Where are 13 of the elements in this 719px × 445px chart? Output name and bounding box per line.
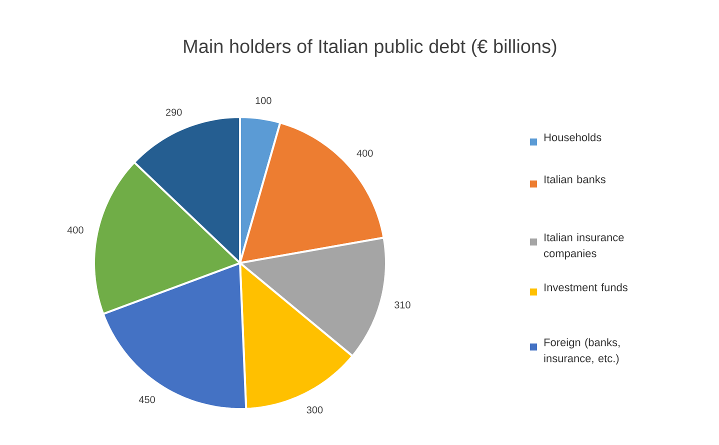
legend-label: Households [544, 133, 602, 142]
chart-title: Main holders of Italian public debt (€ billions) [184, 39, 556, 57]
data-label: 310 [394, 301, 410, 308]
legend-label: Foreign (banks, insurance, etc.) [544, 338, 620, 364]
legend-label: Italian insurance companies [544, 233, 624, 260]
data-label: 290 [166, 108, 182, 116]
data-label: 400 [67, 226, 84, 234]
data-label: 450 [138, 396, 155, 404]
data-label: 300 [306, 406, 323, 414]
legend-label: Investment funds [544, 283, 628, 292]
legend-label: Italian banks [544, 175, 606, 184]
data-label: 400 [356, 150, 373, 157]
data-label: 100 [256, 97, 272, 104]
